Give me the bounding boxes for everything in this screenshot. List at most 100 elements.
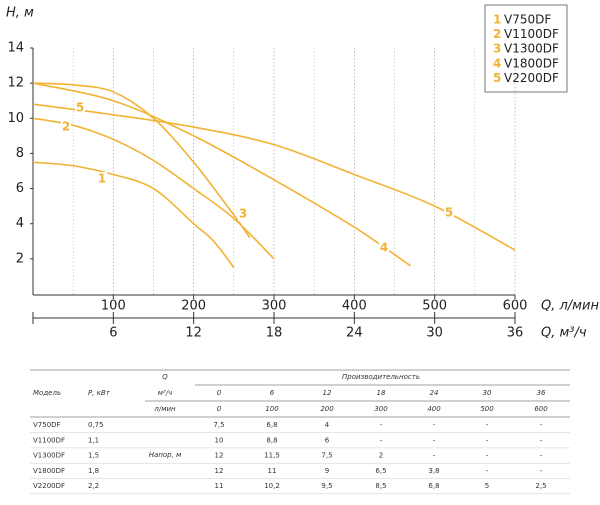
legend-number: 3 [493,42,501,56]
y-tick-label: 10 [7,111,24,126]
curve-label-bg [75,101,85,115]
table-header: Производительность [342,373,420,381]
table-cell: - [540,421,543,429]
curve-label-bg [61,120,71,134]
table-cell: - [433,421,436,429]
table-cell: - [540,436,543,444]
curve-label-bg [97,172,107,186]
table-header: Модель [33,389,61,397]
table-header: 200 [320,405,334,413]
table-cell: 7,5 [213,421,224,429]
table-header: 24 [430,389,439,397]
table-header: л/мин [153,405,176,413]
curve [32,82,412,267]
table-cell: - [486,467,489,475]
table-cell: 4 [325,421,330,429]
curve-label: 5 [76,101,84,115]
table-header: 36 [537,389,546,397]
legend-number: 1 [493,13,501,27]
table-header: 0 [217,389,222,397]
curve [32,117,275,260]
table-cell: V2200DF [33,482,65,490]
y-tick-label: 2 [16,251,24,266]
table-cell: 2,5 [535,482,546,490]
table-cell: - [380,436,383,444]
table-cell: 1,8 [88,467,99,475]
curve-label-bg [444,206,454,220]
x2-tick-label: 18 [266,326,283,341]
curve-label: 5 [445,206,453,220]
table-header: м³/ч [158,389,173,397]
x-tick-label: 400 [342,299,367,314]
x2-tick-label: 12 [185,326,202,341]
table-cell: 10,2 [264,482,280,490]
legend-label: V1300DF [504,42,559,56]
curve [32,103,516,251]
x-tick-label: 100 [101,299,126,314]
x-tick-label: 200 [181,299,206,314]
x2-tick-label: 6 [109,326,117,341]
table-cell: V750DF [33,421,61,429]
table-header: 500 [480,405,494,413]
curve [32,161,235,269]
table-cell: - [486,436,489,444]
table-cell: 12 [215,452,224,460]
table-header: 30 [483,389,492,397]
table-cell: 6 [325,436,330,444]
table-header: 100 [265,405,279,413]
table-cell: - [433,452,436,460]
legend-number: 4 [493,56,501,70]
x2-tick-label: 36 [507,326,524,341]
legend-label: V1100DF [504,27,559,41]
table-cell: 6,5 [375,467,386,475]
x2-axis-label: Q, м³/ч [541,326,587,341]
legend-label: V750DF [504,13,551,27]
curve-label-bg [238,207,248,221]
table-cell: 1,1 [88,436,99,444]
legend-number: 5 [493,71,501,85]
table-cell: 1,5 [88,452,99,460]
curve-label: 3 [239,207,247,221]
x-tick-label: 300 [262,299,287,314]
table-cell: 11,5 [264,452,280,460]
legend-number: 2 [493,27,501,41]
table-cell: - [486,452,489,460]
table-cell: - [486,421,489,429]
table-cell: - [433,436,436,444]
x2-tick-label: 30 [426,326,443,341]
y-tick-label: 14 [7,41,24,56]
table-cell: 11 [215,482,224,490]
table-cell: 6,8 [428,482,439,490]
table-cell: 3,8 [428,467,439,475]
table-cell: - [540,467,543,475]
table-cell: 8,8 [266,436,277,444]
table-cell: 2 [379,452,383,460]
table-header: 400 [427,405,441,413]
table-cell: V1100DF [33,436,65,444]
table-header: 600 [534,405,548,413]
y-axis-label: H, м [6,6,34,21]
table-header: 12 [323,389,332,397]
table-cell: - [540,452,543,460]
y-tick-label: 8 [16,146,24,161]
table-cell: 2,2 [88,482,99,490]
curve-label: 4 [380,241,388,255]
table-header: 6 [270,389,275,397]
table-cell: 9 [325,467,329,475]
table-cell: 8,5 [375,482,386,490]
table-header: 0 [217,405,222,413]
table-header: Q [162,373,168,381]
y-tick-label: 12 [7,76,24,91]
table-label: Напор, м [149,451,182,459]
table-cell: V1300DF [33,452,65,460]
table-header: 18 [377,389,386,397]
table-cell: 0,75 [88,421,104,429]
x2-tick-label: 24 [346,326,363,341]
table-cell: - [380,421,383,429]
curve-label-bg [379,241,389,255]
x-axis-label: Q, л/мин [541,299,599,314]
legend-label: V2200DF [504,71,559,85]
curve-label: 1 [98,172,106,186]
x-tick-label: 600 [503,299,528,314]
